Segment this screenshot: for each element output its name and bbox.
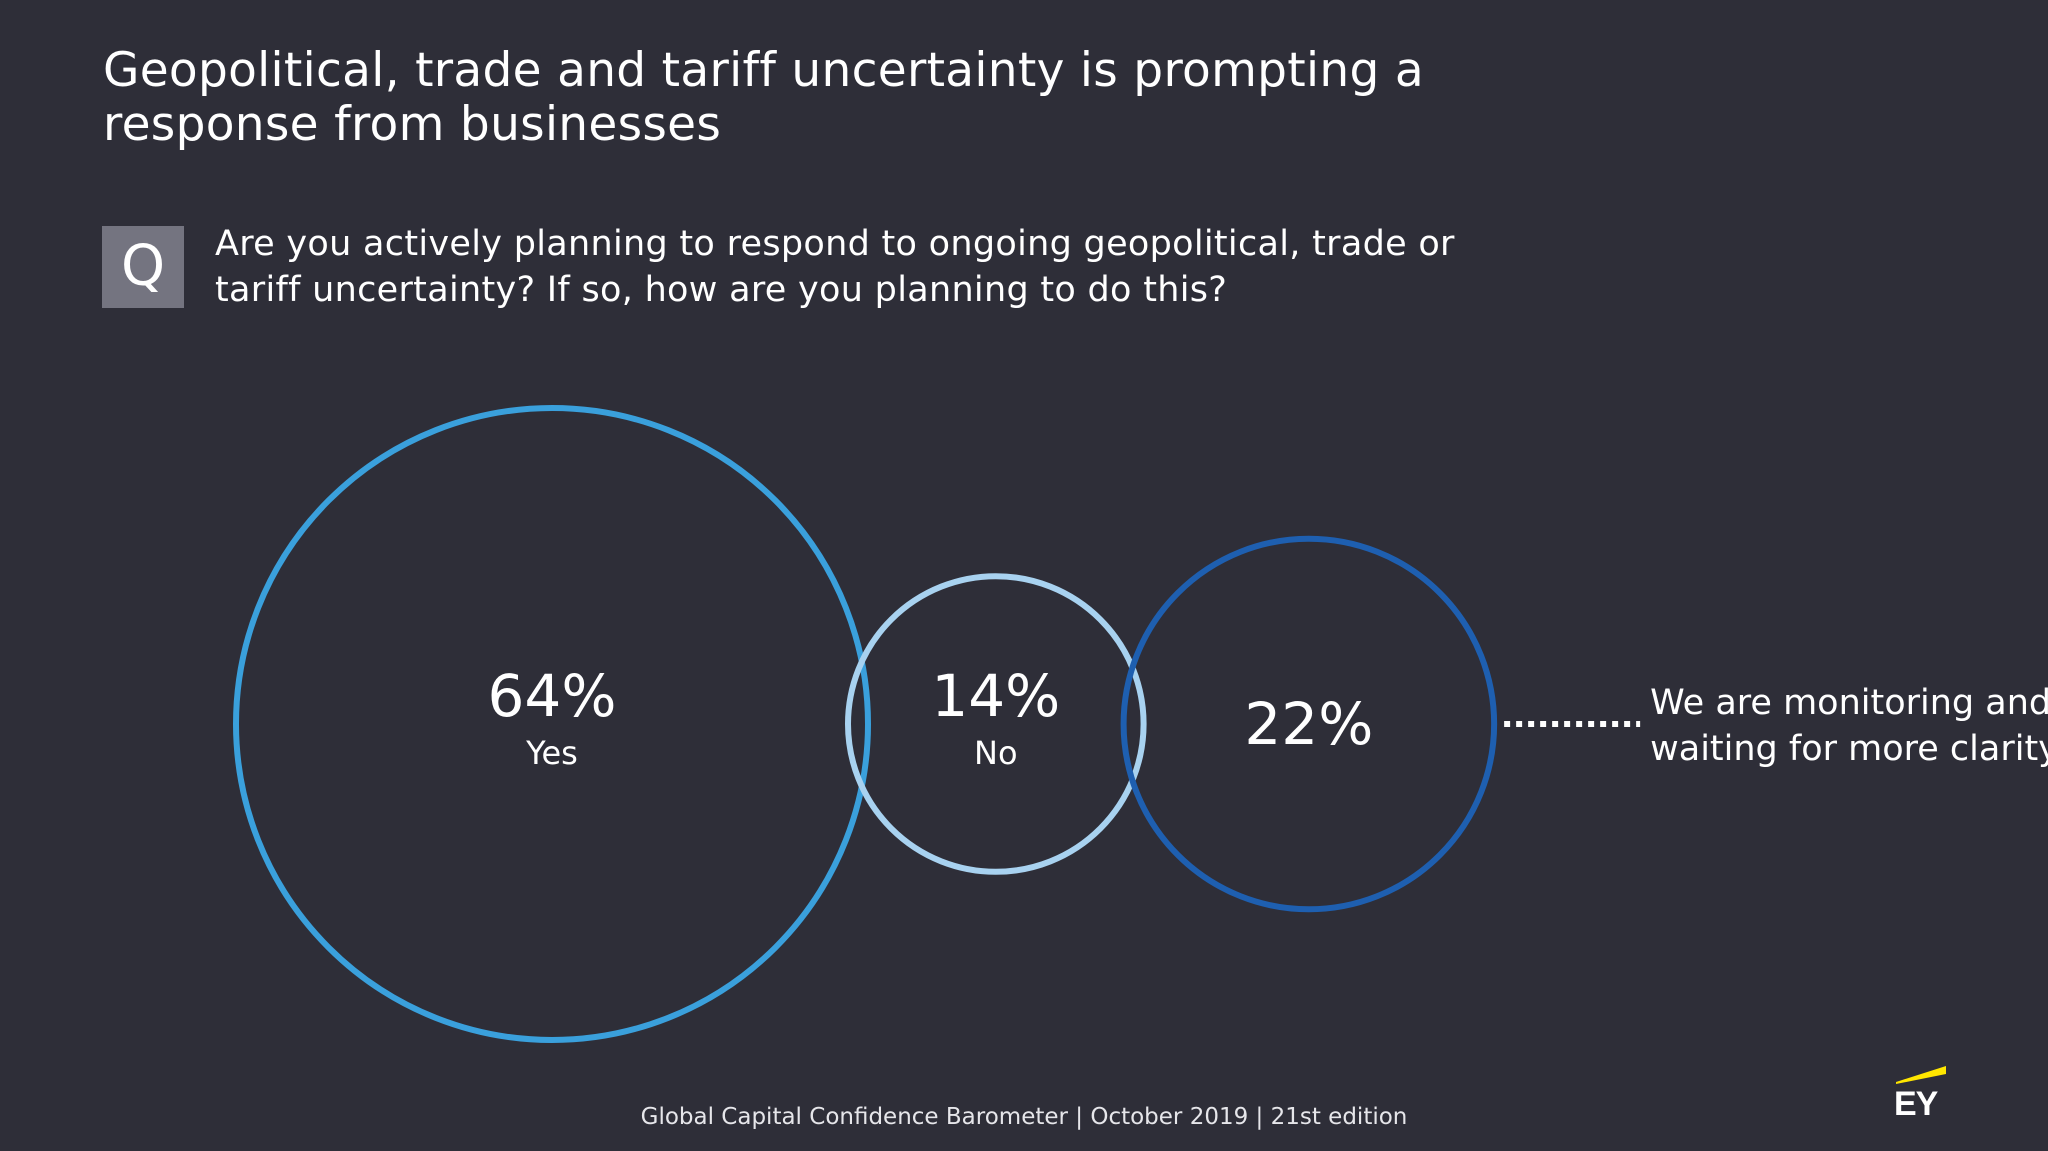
footer-source: Global Capital Confidence Barometer | Oc… bbox=[640, 1104, 1408, 1130]
ey-logo-icon bbox=[1896, 1066, 1946, 1084]
annotation-line: We are monitoring and bbox=[1650, 683, 2048, 723]
bubble-value-label: 64% bbox=[488, 662, 617, 730]
bubble-monitoring bbox=[1120, 535, 1498, 913]
ey-logo-accent bbox=[1896, 1066, 1946, 1084]
page-title: Geopolitical, trade and tariff uncertain… bbox=[103, 43, 1424, 152]
bubble-no bbox=[845, 573, 1147, 875]
annotation-line: waiting for more clarity bbox=[1650, 729, 2048, 769]
ey-logo-text: EY bbox=[1894, 1085, 1938, 1123]
annotation-text: We are monitoring and waiting for more cl… bbox=[1650, 683, 2048, 769]
bubble-yes bbox=[233, 405, 871, 1043]
bubble-value-label: 22% bbox=[1244, 690, 1373, 758]
question-text: Are you actively planning to respond to … bbox=[215, 224, 1455, 310]
bubble-category-label: Yes bbox=[525, 734, 578, 772]
bubble-category-label: No bbox=[974, 734, 1018, 772]
bubble-value-label: 14% bbox=[931, 662, 1060, 730]
question-badge: Q bbox=[102, 226, 184, 308]
